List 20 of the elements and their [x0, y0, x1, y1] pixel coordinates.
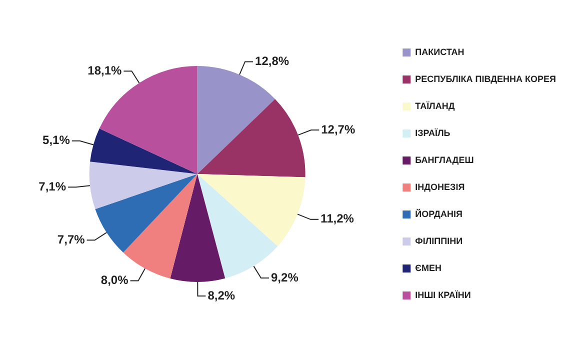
legend-label: ТАЇЛАНД: [415, 100, 456, 111]
data-label: 7,7%: [57, 232, 86, 246]
legend-label: ПАКИСТАН: [415, 46, 464, 57]
data-label: 12,7%: [321, 122, 356, 136]
legend-label: ЄМЕН: [415, 262, 442, 273]
data-label: 12,8%: [255, 54, 290, 68]
legend-label: ІНШІ КРАЇНИ: [415, 290, 471, 300]
data-label: 11,2%: [320, 212, 354, 226]
data-label: 7,1%: [38, 179, 66, 194]
legend-label: ФІЛІППІНИ: [415, 236, 463, 246]
legend-label: РЕСПУБЛІКА ПІВДЕННА КОРЕЯ: [415, 74, 556, 84]
legend-label: ЙОРДАНІЯ: [415, 208, 462, 219]
legend-label: БАНГЛАДЕШ: [415, 154, 474, 165]
data-label: 8,2%: [208, 288, 236, 302]
data-label: 18,1%: [88, 63, 122, 78]
data-label: 9,2%: [271, 270, 299, 284]
legend-label: ІНДОНЕЗІЯ: [415, 182, 465, 192]
data-label: 8,0%: [100, 273, 129, 288]
legend-label: ІЗРАЇЛЬ: [415, 128, 451, 138]
data-label: 5,1%: [42, 133, 70, 148]
